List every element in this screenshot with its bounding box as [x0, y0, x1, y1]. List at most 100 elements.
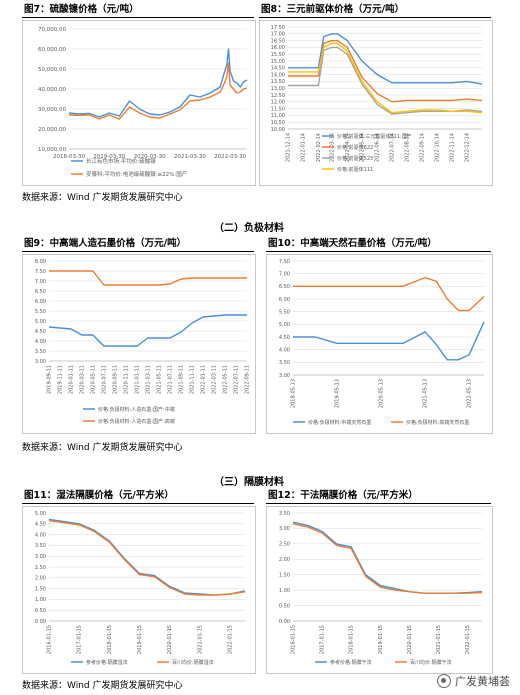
fig9-title-rule	[22, 251, 254, 252]
source-note-3: 数据来源：Wind 广发期货发展研究中心	[22, 681, 183, 691]
x-tick-label: 2022-09-11	[245, 365, 251, 394]
y-tick-label: 12.00	[271, 100, 285, 106]
fig10-title: 图10：中高端天然石墨价格（万元/吨）	[268, 238, 437, 249]
y-tick-label: 6.00	[279, 297, 290, 303]
legend-label: 价格:前驱体111	[337, 166, 373, 173]
y-tick-label: 3.50	[279, 360, 290, 366]
y-tick-label: 1.50	[279, 573, 290, 579]
series-line-2	[288, 39, 483, 103]
y-tick-label: 7.50	[35, 269, 46, 275]
x-tick-label: 2021-05-11	[156, 365, 162, 394]
x-tick-label: 2021-09-11	[179, 365, 185, 394]
x-tick-label: 2020-01-11	[69, 365, 75, 394]
legend-label: 价格:负极材料:人造石墨:国产:高端	[98, 418, 175, 425]
x-tick-label: 2020-03-11	[79, 365, 85, 394]
x-tick-label: 2016-01-15	[291, 625, 297, 654]
fig7-title: 图7：硫酸镍价格（元/吨）	[24, 4, 139, 15]
y-tick-label: 14.00	[271, 72, 285, 78]
y-tick-label: 3.00	[35, 554, 46, 560]
source-note-1: 数据来源：Wind 广发期货发展研究中心	[22, 193, 183, 203]
y-tick-label: 11.50	[271, 106, 285, 112]
y-tick-label: 40,000.00	[38, 87, 66, 93]
y-tick-label: 10.00	[271, 127, 285, 133]
x-tick-label: 2020-11-11	[124, 365, 130, 394]
x-tick-label: 2020-07-11	[101, 365, 107, 394]
y-tick-label: 8.00	[35, 259, 46, 265]
watermark-text: 广发黄埔荟	[455, 675, 510, 688]
y-tick-label: 16.00	[271, 45, 285, 51]
y-tick-label: 5.50	[279, 309, 290, 315]
y-tick-label: 3.50	[35, 543, 46, 549]
legend-label: 价格:负极材料:高端天然石墨	[406, 419, 469, 426]
fig10-title-rule	[266, 251, 491, 252]
x-tick-label: 2019-03-30	[93, 154, 125, 160]
y-tick-label: 2.50	[279, 542, 290, 548]
y-tick-label: 4.50	[279, 335, 290, 341]
x-tick-label: 2020-01-15	[167, 625, 173, 654]
x-tick-label: 2022-05-13	[467, 379, 473, 408]
legend-label: 价格:负极材料:人造石墨:国产:中端	[98, 406, 175, 413]
x-tick-label: 2022-09-14	[420, 133, 426, 162]
x-tick-label: 2020-01-15	[407, 625, 413, 654]
fig10-chart: 3.00 3.50 4.00 4.50 5.00 5.50 6.00 6.50 7.00 7.50…	[266, 254, 493, 434]
x-tick-label: 2022-01-15	[465, 625, 471, 654]
y-tick-label: 5.50	[35, 309, 46, 315]
legend-label: 价格:负极材料:中端天然石墨	[308, 419, 371, 426]
x-tick-label: 2020-05-11	[90, 365, 96, 394]
x-tick-label: 2020-03-30	[134, 154, 166, 160]
y-tick-label: 10.50	[271, 120, 285, 126]
y-tick-label: 3.00	[279, 526, 290, 532]
x-tick-label: 2022-12-14	[464, 133, 470, 162]
y-tick-label: 15.50	[271, 52, 285, 58]
x-tick-label: 2017-01-15	[320, 625, 326, 654]
x-tick-label: 2021-03-30	[174, 154, 206, 160]
y-tick-label: 30,000.00	[38, 107, 66, 113]
y-tick-label: 0.00	[35, 619, 46, 625]
y-tick-label: 3.50	[35, 349, 46, 355]
y-tick-label: 1.00	[35, 597, 46, 603]
fig12-title-rule	[266, 503, 491, 504]
legend-label: 价格:前驱体:三元前驱体811:国产	[337, 133, 412, 140]
legend-label: 价格:前驱体523	[337, 155, 373, 162]
x-tick-label: 2022-10-14	[434, 133, 440, 162]
series-line-2	[48, 519, 246, 596]
y-tick-label: 3.00	[35, 359, 46, 365]
fig10-svg: 3.00 3.50 4.00 4.50 5.00 5.50 6.00 6.50 7.00 7.50…	[279, 259, 485, 426]
section-title-anode: （二）负极材料	[214, 223, 284, 234]
x-tick-label: 2022-01-11	[201, 365, 207, 394]
x-tick-label: 2019-05-13	[335, 379, 341, 408]
y-tick-label: 11.00	[271, 113, 285, 119]
fig11-title-rule	[22, 503, 254, 504]
y-tick-label: 5.00	[279, 322, 290, 328]
series-line-2	[49, 270, 247, 286]
x-tick-label: 2022-05-14	[359, 133, 365, 162]
wechat-logo-icon	[437, 674, 451, 688]
x-tick-label: 2019-01-15	[137, 625, 143, 654]
fig7-title-rule	[22, 17, 254, 18]
y-tick-label: 20,000.00	[38, 127, 66, 133]
fig11-chart: 0.00 0.50 1.00 1.50 2.00 2.50 3.00 3.50 4.00 4.50…	[22, 506, 256, 674]
y-tick-label: 7.00	[35, 279, 46, 285]
y-tick-label: 4.00	[35, 339, 46, 345]
x-tick-label: 2022-02-14	[316, 133, 322, 162]
x-tick-label: 2017-01-15	[77, 625, 83, 654]
y-tick-label: 5.00	[35, 319, 46, 325]
legend-label: 安泰科:平均价:电池级硫酸镍:≥22%:国产	[86, 170, 188, 178]
fig9-chart: 3.00 3.50 4.00 4.50 5.00 5.50 6.00 6.50 7.00 7.50…	[22, 254, 256, 434]
y-tick-label: 15.00	[271, 59, 285, 65]
y-tick-label: 50,000.00	[38, 67, 66, 73]
series-line-4	[288, 42, 483, 114]
fig7-svg: 10,000.00 20,000.00 30,000.00 40,000.00 50,0…	[38, 27, 248, 178]
fig8-title-rule	[259, 17, 491, 18]
legend-label: 价格:前驱体622	[337, 144, 373, 151]
series-line-3	[288, 46, 483, 115]
y-tick-label: 4.00	[279, 347, 290, 353]
fig12-title: 图12：干法隔膜价格（元/平方米）	[268, 490, 418, 501]
x-tick-label: 2019-11-11	[58, 365, 64, 394]
x-tick-label: 2021-03-11	[145, 365, 151, 394]
y-tick-label: 17.50	[271, 25, 285, 31]
x-tick-label: 2021-11-11	[190, 365, 196, 394]
fig7-chart: 10,000.00 20,000.00 30,000.00 40,000.00 50,0…	[22, 20, 256, 186]
y-tick-label: 0.00	[279, 619, 290, 625]
x-tick-label: 2022-11-14	[450, 133, 456, 162]
